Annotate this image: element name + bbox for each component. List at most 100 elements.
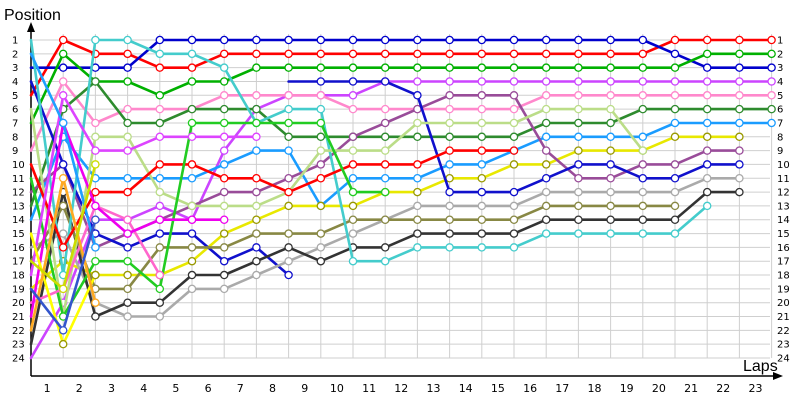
data-point <box>445 201 454 211</box>
data-point <box>58 49 68 59</box>
data-point <box>574 229 583 238</box>
y-tick-label-right: 19 <box>777 284 790 295</box>
data-point <box>477 91 487 100</box>
data-point <box>574 174 583 183</box>
data-point <box>58 326 68 335</box>
y-tick-label-right: 24 <box>777 354 790 365</box>
data-point <box>574 187 583 197</box>
data-point <box>155 104 165 114</box>
data-point <box>219 229 229 238</box>
series-20 <box>29 91 261 277</box>
data-point <box>91 312 100 321</box>
data-point <box>445 91 454 100</box>
data-point <box>348 215 358 224</box>
data-point <box>187 256 197 266</box>
data-point <box>702 132 712 142</box>
data-point <box>348 201 358 211</box>
data-point <box>252 35 261 45</box>
data-point <box>252 174 261 183</box>
data-point <box>380 118 390 128</box>
series-line <box>29 52 773 125</box>
data-point <box>735 104 744 114</box>
data-point <box>606 63 615 72</box>
data-point <box>219 49 229 59</box>
data-point <box>541 187 551 197</box>
data-point <box>477 243 487 252</box>
data-point <box>380 77 390 86</box>
series-15 <box>29 35 712 280</box>
data-point <box>767 118 776 128</box>
data-point <box>316 49 326 59</box>
x-tick-label: 14 <box>459 382 473 395</box>
data-point <box>380 256 390 266</box>
data-point <box>155 284 165 294</box>
data-point <box>187 118 197 128</box>
data-point <box>155 91 165 100</box>
data-point <box>91 146 100 155</box>
data-point <box>380 160 390 169</box>
series-line <box>29 38 773 97</box>
data-point <box>284 187 293 197</box>
data-point <box>316 118 326 128</box>
data-point <box>574 160 583 169</box>
data-point <box>58 243 68 252</box>
data-point <box>702 91 712 100</box>
y-tick-label-left: 5 <box>12 91 18 102</box>
data-point <box>316 160 326 169</box>
data-point <box>541 63 551 72</box>
data-point <box>58 339 68 349</box>
data-point <box>284 146 293 155</box>
data-point <box>413 118 422 128</box>
data-point <box>445 229 454 238</box>
data-point <box>252 104 261 114</box>
data-point <box>638 63 648 72</box>
data-point <box>606 118 615 128</box>
data-point <box>574 201 583 211</box>
series-7 <box>29 118 776 221</box>
data-point <box>670 63 680 72</box>
y-tick-label-right: 5 <box>777 91 783 102</box>
data-point <box>477 104 487 114</box>
data-point <box>380 49 390 59</box>
data-point <box>123 63 132 72</box>
data-point <box>58 77 68 86</box>
data-point <box>187 174 197 183</box>
data-point <box>219 174 229 183</box>
data-point <box>477 160 487 169</box>
data-point <box>477 77 487 86</box>
data-point <box>252 201 261 211</box>
data-point <box>638 77 648 86</box>
data-point <box>541 77 551 86</box>
data-point <box>606 160 615 169</box>
series-line <box>29 149 516 249</box>
x-tick-label: 2 <box>76 382 83 395</box>
data-point <box>541 160 551 169</box>
data-point <box>123 187 132 197</box>
series-25 <box>29 215 100 335</box>
data-point <box>155 215 165 224</box>
data-point <box>187 270 197 280</box>
data-point <box>509 77 519 86</box>
data-point <box>155 160 165 169</box>
x-axis-title: Laps <box>743 358 778 375</box>
data-point <box>735 35 744 45</box>
data-point <box>509 63 519 72</box>
x-tick-label: 23 <box>749 382 763 395</box>
data-point <box>477 187 487 197</box>
data-point <box>58 63 68 72</box>
data-point <box>284 256 293 266</box>
data-point <box>735 63 744 72</box>
data-point <box>91 243 100 252</box>
y-tick-label-left: 18 <box>12 271 25 282</box>
data-point <box>284 270 293 280</box>
data-point <box>541 91 551 100</box>
data-point <box>348 132 358 142</box>
data-point <box>155 63 165 72</box>
data-point <box>123 174 132 183</box>
data-point <box>155 312 165 321</box>
y-tick-label-right: 12 <box>777 188 790 199</box>
data-point <box>574 215 583 224</box>
data-point <box>155 49 165 59</box>
data-point <box>316 146 326 155</box>
data-point <box>477 215 487 224</box>
